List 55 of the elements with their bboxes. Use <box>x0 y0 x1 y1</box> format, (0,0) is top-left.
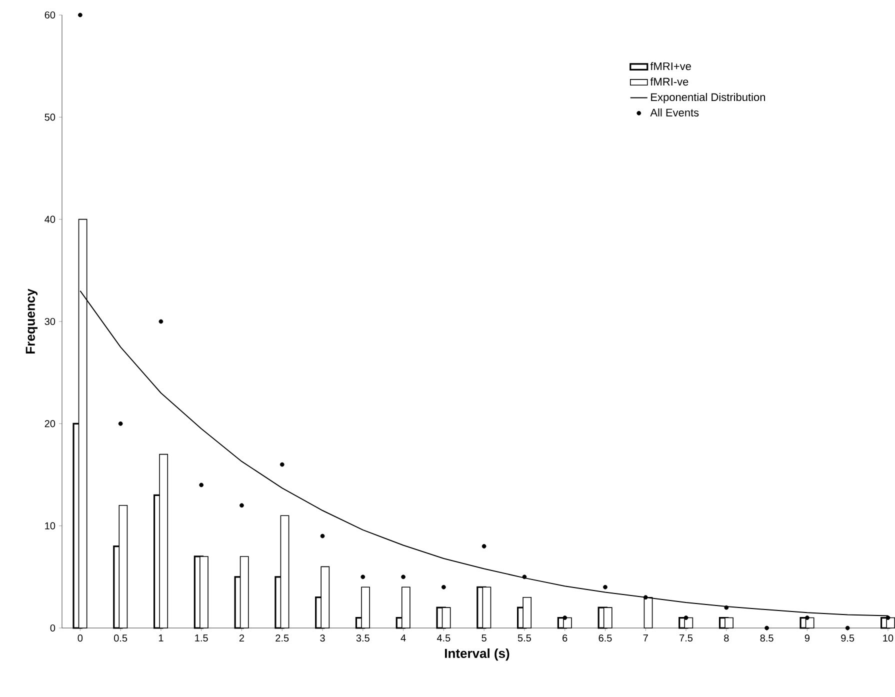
x-tick-label: 5 <box>482 634 486 642</box>
point <box>401 574 406 580</box>
y-tick-label: 10 <box>45 522 56 530</box>
x-axis-title: Interval (s) <box>445 648 510 661</box>
point <box>522 574 527 580</box>
x-tick-label: 0.5 <box>114 634 128 642</box>
legend-label: fMRI+ve <box>650 62 691 70</box>
x-tick-label: 2.5 <box>276 634 289 642</box>
x-tick-label: 8.5 <box>760 634 774 642</box>
x-tick-label: 5.5 <box>518 634 531 642</box>
point <box>684 616 688 620</box>
legend-label: fMRI-ve <box>650 78 688 86</box>
x-tick-label: 3.5 <box>356 634 370 642</box>
point <box>805 616 810 620</box>
x-tick-label: 6 <box>562 634 568 642</box>
point <box>158 319 164 324</box>
point <box>320 534 325 538</box>
point <box>280 462 284 467</box>
x-tick-label: 1.5 <box>195 634 208 642</box>
y-tick-label: 20 <box>44 420 56 428</box>
point <box>199 482 204 488</box>
x-tick-label: 2 <box>239 634 244 642</box>
y-tick-label: 30 <box>44 318 56 326</box>
point <box>724 605 729 610</box>
point <box>886 616 890 620</box>
point <box>845 626 850 630</box>
point <box>441 584 446 590</box>
point <box>643 595 648 600</box>
x-tick-label: 9 <box>804 634 810 642</box>
y-tick-label: 50 <box>44 114 56 121</box>
x-tick-label: 7.5 <box>680 634 693 642</box>
y-tick-label: 0 <box>50 624 56 632</box>
point <box>240 503 244 508</box>
point <box>360 574 366 580</box>
x-tick-label: 6.5 <box>598 634 612 642</box>
x-tick-label: 7 <box>643 634 648 642</box>
legend-label: Exponential Distribution <box>651 92 766 104</box>
legend-label: All Events <box>650 108 699 116</box>
x-tick-label: 9.5 <box>841 634 854 642</box>
x-tick-label: 4 <box>400 634 406 642</box>
point <box>482 544 486 548</box>
y-tick-label: 40 <box>44 216 56 223</box>
point <box>78 12 82 18</box>
x-tick-label: 3 <box>320 634 325 642</box>
x-tick-label: 0 <box>78 634 83 642</box>
x-tick-label: 8 <box>724 634 729 642</box>
point <box>562 616 568 620</box>
x-tick-label: 10 <box>883 634 894 642</box>
point <box>118 421 123 426</box>
point <box>764 626 769 630</box>
x-tick-label: 1 <box>158 634 164 642</box>
point <box>603 584 608 590</box>
y-tick-label: 60 <box>44 11 56 19</box>
x-tick-label: 4.5 <box>436 634 450 642</box>
y-axis-title: Frequency <box>26 288 38 354</box>
